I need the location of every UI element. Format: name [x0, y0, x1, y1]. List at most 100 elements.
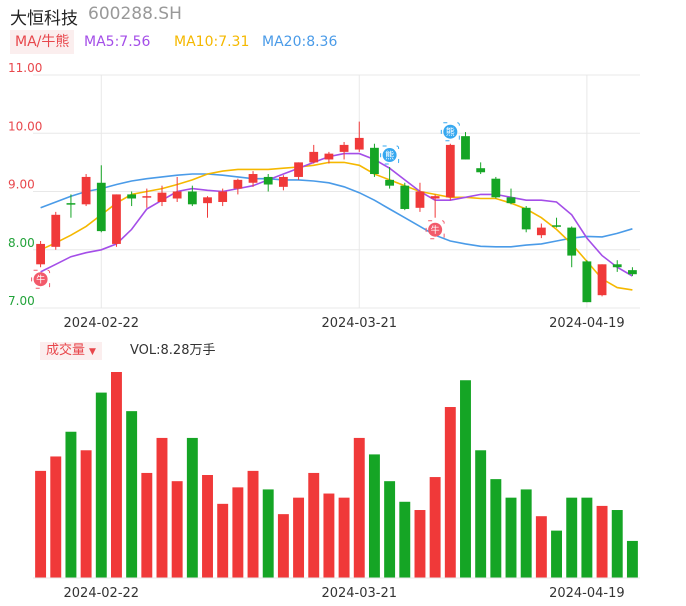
volume-bar: [156, 437, 168, 578]
volume-bar: [293, 497, 305, 578]
marker-dot: [382, 148, 397, 163]
candle: [385, 167, 395, 189]
volume-bar: [460, 380, 471, 578]
marker-dot: [443, 124, 458, 139]
candle: [445, 143, 455, 201]
volume-bar: [232, 487, 244, 578]
bear-marker-icon: 熊: [380, 145, 400, 165]
candle: [203, 196, 212, 218]
volume-bar: [414, 510, 426, 578]
candle: [172, 176, 182, 202]
candle: [430, 194, 440, 218]
stock-code: 600288.SH: [88, 4, 182, 24]
volume-bar: [50, 456, 62, 578]
candle-body: [385, 179, 395, 186]
candle: [370, 143, 379, 177]
candle-body: [536, 227, 546, 236]
candle-body: [476, 168, 486, 173]
candle-body: [218, 191, 228, 202]
y-tick-label: 10.00: [8, 119, 42, 133]
volume-bar: [202, 475, 213, 578]
candle: [66, 194, 76, 218]
marker-label: 牛: [431, 224, 440, 236]
volume-bar: [308, 472, 320, 578]
candle: [552, 217, 561, 228]
y-tick-label: 11.00: [8, 61, 42, 75]
candle: [127, 191, 137, 207]
candle: [218, 188, 228, 207]
candle: [96, 165, 106, 233]
candle-body: [263, 176, 273, 185]
marker-label: 牛: [36, 274, 45, 286]
volume-bar: [323, 493, 335, 578]
volume-bar: [35, 470, 47, 578]
candle: [521, 206, 531, 233]
ma10-legend: MA10:7.31: [174, 34, 250, 50]
volume-bar: [141, 472, 153, 578]
candle-body: [127, 194, 137, 199]
volume-bar: [110, 372, 122, 578]
marker-dot: [428, 222, 443, 237]
candle: [263, 174, 273, 192]
volume-bar: [262, 489, 274, 578]
candle: [324, 151, 334, 164]
candle: [51, 211, 61, 250]
candle-body: [506, 197, 516, 204]
y-tick-label: 8.00: [8, 236, 35, 250]
volume-bar: [368, 454, 380, 578]
volume-bar: [186, 437, 198, 578]
candle: [461, 132, 470, 160]
volume-bar: [384, 481, 396, 578]
candle-body: [172, 191, 182, 199]
candle-body: [324, 153, 334, 160]
candle-body: [628, 270, 637, 275]
candle-body: [66, 203, 76, 205]
candle: [536, 223, 546, 239]
ma5-line: [40, 152, 633, 277]
y-tick-label: 7.00: [8, 294, 35, 308]
candle-body: [612, 264, 622, 268]
candle-body: [400, 185, 410, 209]
marker-frame: [425, 220, 445, 240]
marker-frame: [440, 122, 460, 142]
price-x-tick-label: 2024-02-22: [64, 316, 140, 331]
candle-body: [96, 182, 106, 232]
candle-body: [51, 214, 61, 247]
bull-marker-icon: 牛: [31, 269, 51, 289]
volume-bar: [429, 477, 441, 578]
candle: [597, 264, 607, 297]
volume-bar: [126, 411, 138, 578]
candle: [36, 241, 45, 268]
marker-dot: [33, 272, 48, 287]
volume-bar: [353, 437, 365, 578]
candle-body: [582, 261, 592, 303]
marker-label: 熊: [446, 126, 455, 138]
candle-body: [567, 227, 577, 256]
candle-body: [157, 192, 167, 202]
ma10-line: [40, 161, 633, 291]
candle: [142, 188, 152, 208]
candle: [233, 178, 243, 195]
candle-body: [187, 191, 197, 205]
marker-frame: [380, 145, 400, 165]
candle: [476, 162, 486, 175]
volume-bar: [95, 392, 107, 578]
candle-body: [81, 176, 91, 205]
ma-indicator-selector[interactable]: MA/牛熊: [10, 30, 75, 54]
volume-bar: [505, 497, 517, 578]
volume-x-tick-label: 2024-04-19: [549, 586, 625, 601]
volume-indicator-selector[interactable]: 成交量 ▼: [40, 342, 102, 360]
candle-body: [309, 151, 319, 163]
candle-body: [521, 207, 531, 230]
volume-x-tick-label: 2024-03-21: [321, 586, 397, 601]
ma5-legend: MA5:7.56: [84, 34, 151, 50]
candle: [187, 185, 197, 207]
candle-body: [36, 243, 45, 265]
candle: [567, 226, 577, 268]
candle-body: [415, 191, 425, 208]
volume-bar: [566, 497, 578, 578]
volume-bar: [596, 505, 608, 578]
candle: [112, 194, 121, 247]
volume-bar: [520, 489, 532, 578]
